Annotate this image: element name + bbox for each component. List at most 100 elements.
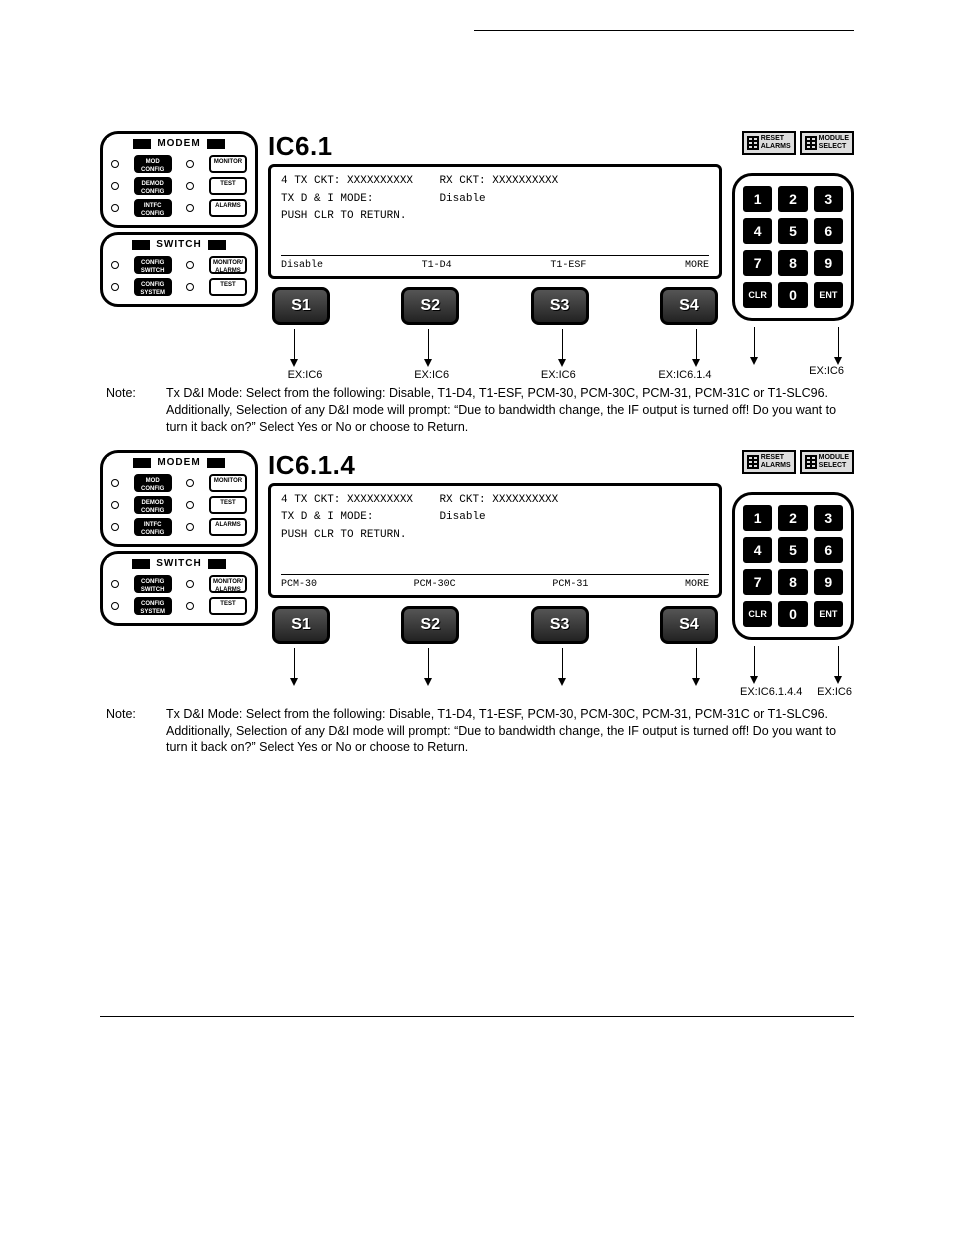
softkey-s4[interactable]: S4 (660, 287, 718, 325)
grid-icon (747, 455, 759, 469)
switch-button-right[interactable]: TEST (209, 597, 247, 615)
soft-label: PCM-30 (281, 577, 317, 593)
modem-panel: MODEMMODCONFIGMONITORDEMODCONFIGTESTINTF… (100, 131, 258, 228)
modem-row: DEMODCONFIG TEST (107, 494, 251, 516)
led-icon (111, 204, 119, 212)
keypad-key-1[interactable]: 1 (743, 505, 772, 531)
switch-panel: SWITCHCONFIGSWITCHMONITOR/ALARMSCONFIGSY… (100, 551, 258, 626)
keypad-key-0[interactable]: 0 (778, 601, 807, 627)
lcd-line: TX D & I MODE: Disable (281, 509, 709, 527)
lcd-line: 4 TX CKT: XXXXXXXXXX RX CKT: XXXXXXXXXX (281, 492, 709, 510)
led-icon (186, 182, 194, 190)
keypad-key-3[interactable]: 3 (814, 505, 843, 531)
keypad-key-9[interactable]: 9 (814, 250, 843, 276)
keypad-key-6[interactable]: 6 (814, 537, 843, 563)
soft-label: T1-ESF (550, 258, 586, 274)
switch-title: SWITCH (107, 239, 251, 250)
note-label: Note: (106, 385, 150, 436)
keypad-key-ent[interactable]: ENT (814, 282, 843, 308)
switch-button-left[interactable]: CONFIGSWITCH (134, 575, 172, 593)
modem-button-right[interactable]: MONITOR (209, 474, 247, 492)
switch-button-left[interactable]: CONFIGSYSTEM (134, 597, 172, 615)
keypad-key-0[interactable]: 0 (778, 282, 807, 308)
soft-label: PCM-30C (414, 577, 456, 593)
lcd-line: 4 TX CKT: XXXXXXXXXX RX CKT: XXXXXXXXXX (281, 173, 709, 191)
modem-button-right[interactable]: MONITOR (209, 155, 247, 173)
grid-icon (747, 136, 759, 150)
switch-button-right[interactable]: MONITOR/ALARMS (209, 575, 247, 593)
soft-label: PCM-31 (552, 577, 588, 593)
center-column: IC6.1.44 TX CKT: XXXXXXXXXX RX CKT: XXXX… (268, 450, 722, 686)
section-title: IC6.1.4 (268, 450, 722, 481)
softkey-arrows (268, 648, 722, 686)
led-icon (186, 523, 194, 531)
switch-button-left[interactable]: CONFIGSYSTEM (134, 278, 172, 296)
side-panel: MODEM MODCONFIG MONITOR DEMODCONFIG TEST INTF… (100, 450, 258, 630)
modem-button-left[interactable]: DEMODCONFIG (134, 177, 172, 195)
led-icon (186, 160, 194, 168)
led-icon (186, 283, 194, 291)
modem-panel: MODEM MODCONFIG MONITOR DEMODCONFIG TEST INTF… (100, 450, 258, 547)
keypad-key-8[interactable]: 8 (778, 569, 807, 595)
modem-button-right[interactable]: TEST (209, 496, 247, 514)
keypad-key-7[interactable]: 7 (743, 250, 772, 276)
ex-labels: EX:IC6EX:IC6EX:IC6EX:IC6.1.4 (268, 369, 722, 381)
keypad-key-2[interactable]: 2 (778, 505, 807, 531)
led-icon (111, 523, 119, 531)
softkey-s2[interactable]: S2 (401, 606, 459, 644)
keypad-key-2[interactable]: 2 (778, 186, 807, 212)
softkey-s2[interactable]: S2 (401, 287, 459, 325)
ex-label: EX:IC6 (817, 686, 852, 698)
section-title: IC6.1 (268, 131, 722, 162)
keypad-key-9[interactable]: 9 (814, 569, 843, 595)
keypad-key-4[interactable]: 4 (743, 537, 772, 563)
lcd-soft-labels: PCM-30PCM-30CPCM-31MORE (281, 574, 709, 593)
modem-button-left[interactable]: MODCONFIG (134, 474, 172, 492)
keypad-key-1[interactable]: 1 (743, 186, 772, 212)
reset-alarms-button[interactable]: RESETALARMS (742, 450, 796, 474)
keypad-key-clr[interactable]: CLR (743, 282, 772, 308)
lcd-line: PUSH CLR TO RETURN. (281, 527, 709, 545)
keypad-key-clr[interactable]: CLR (743, 601, 772, 627)
modem-row: MODCONFIG MONITOR (107, 472, 251, 494)
lcd-line: TX D & I MODE: Disable (281, 191, 709, 209)
softkey-s3[interactable]: S3 (531, 606, 589, 644)
soft-label: T1-D4 (422, 258, 452, 274)
softkey-s3[interactable]: S3 (531, 287, 589, 325)
modem-button-left[interactable]: MODCONFIG (134, 155, 172, 173)
switch-row: CONFIGSYSTEM TEST (107, 595, 251, 617)
soft-label: Disable (281, 258, 323, 274)
softkey-s4[interactable]: S4 (660, 606, 718, 644)
modem-row: INTFCCONFIG ALARMS (107, 197, 251, 219)
modem-button-left[interactable]: INTFCCONFIG (134, 199, 172, 217)
modem-button-right[interactable]: ALARMS (209, 518, 247, 536)
lcd-display: 4 TX CKT: XXXXXXXXXX RX CKT: XXXXXXXXXXT… (268, 164, 722, 279)
modem-button-left[interactable]: INTFCCONFIG (134, 518, 172, 536)
keypad-key-5[interactable]: 5 (778, 537, 807, 563)
led-icon (186, 501, 194, 509)
reset-alarms-button[interactable]: RESETALARMS (742, 131, 796, 155)
note-text: Tx D&I Mode: Select from the following: … (166, 385, 848, 436)
modem-title: MODEM (107, 457, 251, 468)
module-select-button[interactable]: MODULESELECT (800, 131, 854, 155)
keypad-key-6[interactable]: 6 (814, 218, 843, 244)
modem-button-left[interactable]: DEMODCONFIG (134, 496, 172, 514)
lcd-display: 4 TX CKT: XXXXXXXXXX RX CKT: XXXXXXXXXXT… (268, 483, 722, 598)
keypad-key-4[interactable]: 4 (743, 218, 772, 244)
switch-button-right[interactable]: TEST (209, 278, 247, 296)
switch-button-left[interactable]: CONFIGSWITCH (134, 256, 172, 274)
modem-button-right[interactable]: TEST (209, 177, 247, 195)
keypad-key-5[interactable]: 5 (778, 218, 807, 244)
led-icon (111, 479, 119, 487)
led-icon (186, 261, 194, 269)
modem-button-right[interactable]: ALARMS (209, 199, 247, 217)
keypad-key-7[interactable]: 7 (743, 569, 772, 595)
module-select-button[interactable]: MODULESELECT (800, 450, 854, 474)
led-icon (111, 501, 119, 509)
keypad-key-3[interactable]: 3 (814, 186, 843, 212)
keypad-key-ent[interactable]: ENT (814, 601, 843, 627)
softkey-s1[interactable]: S1 (272, 606, 330, 644)
softkey-s1[interactable]: S1 (272, 287, 330, 325)
keypad-key-8[interactable]: 8 (778, 250, 807, 276)
switch-button-right[interactable]: MONITOR/ALARMS (209, 256, 247, 274)
